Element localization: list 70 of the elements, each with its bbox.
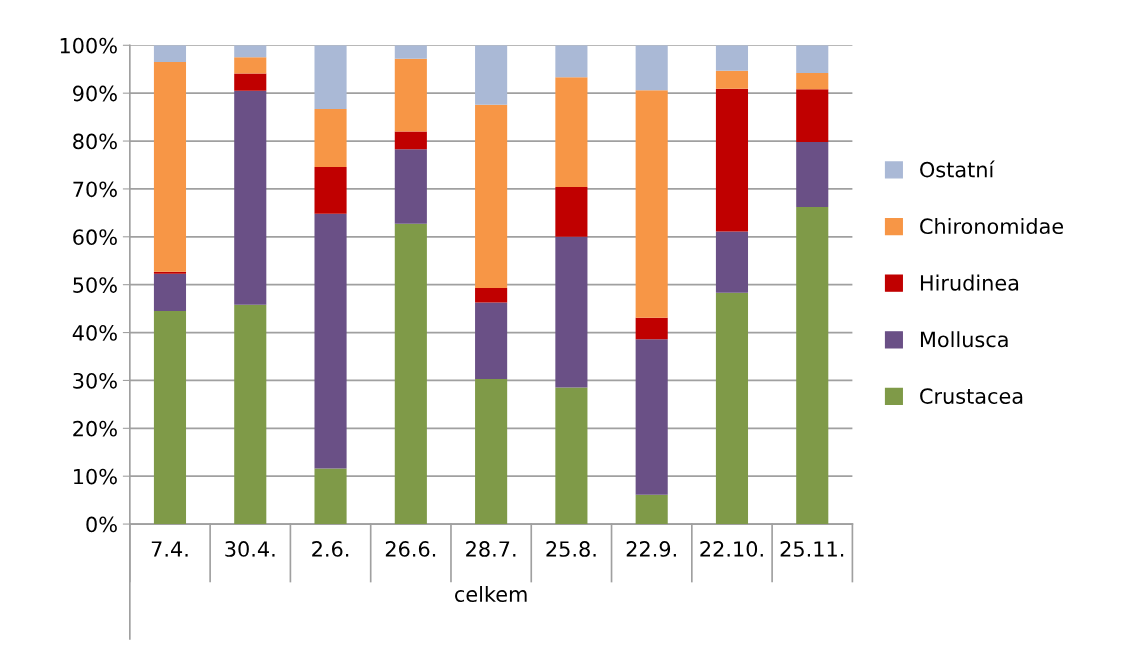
bar — [796, 45, 829, 74]
bar — [234, 90, 267, 305]
bar — [635, 339, 668, 495]
bar — [635, 317, 668, 340]
bar — [796, 89, 829, 142]
x-tick-label: 26.6. — [385, 541, 436, 557]
x-tick-label: 7.4. — [151, 541, 188, 557]
bar — [715, 88, 749, 232]
bar — [234, 304, 267, 525]
x-axis-title: celkem — [455, 585, 527, 603]
bar — [555, 45, 588, 78]
y-tick-label: 20% — [73, 420, 117, 437]
bar — [475, 379, 508, 525]
bar — [234, 73, 267, 91]
bar — [394, 58, 427, 132]
bar — [234, 45, 267, 58]
y-tick-label: 70% — [73, 181, 117, 198]
bar — [796, 73, 829, 90]
bar — [555, 77, 588, 188]
x-tick-label: 28.7. — [466, 541, 516, 557]
legend-label: Crustacea — [920, 388, 1023, 404]
bar — [314, 213, 347, 469]
bar — [394, 131, 427, 150]
bar — [796, 142, 829, 208]
bar — [475, 288, 508, 303]
bar — [153, 311, 187, 525]
y-tick-label: 50% — [73, 277, 117, 293]
bar — [635, 494, 668, 525]
bar — [314, 166, 347, 214]
bar — [234, 57, 267, 74]
x-tick-label: 2.6. — [312, 541, 349, 557]
y-tick-label: 30% — [73, 372, 117, 389]
bar — [715, 70, 749, 89]
bar — [555, 236, 588, 388]
bar — [153, 62, 187, 272]
bar — [394, 149, 427, 224]
bar — [314, 108, 347, 167]
bar — [394, 45, 427, 59]
bar — [715, 45, 749, 71]
y-tick-label: 90% — [73, 85, 117, 102]
y-tick-label: 100% — [60, 37, 117, 54]
legend-label: Ostatní — [920, 160, 995, 178]
x-tick-label: 22.10. — [700, 541, 763, 557]
bar — [314, 468, 347, 525]
bar — [394, 223, 427, 525]
bar — [555, 187, 588, 237]
y-tick-label: 80% — [73, 133, 117, 150]
x-tick-label: 25.8. — [546, 541, 596, 557]
bar — [715, 231, 749, 293]
bar — [635, 45, 668, 91]
y-tick-label: 40% — [72, 325, 117, 341]
bar — [475, 45, 508, 105]
x-tick-label: 22.9. — [626, 541, 676, 557]
bar — [475, 104, 508, 289]
legend-label: Mollusca — [920, 331, 1008, 348]
y-tick-label: 10% — [74, 468, 117, 485]
bar — [314, 45, 347, 109]
y-tick-label: 60% — [73, 229, 117, 246]
bar — [153, 45, 187, 63]
legend-label: Chironomidae — [920, 217, 1064, 235]
bar — [153, 273, 187, 312]
bar — [635, 90, 668, 318]
bar — [796, 207, 829, 525]
x-tick-label: 25.11. — [780, 541, 844, 557]
legend-label: Hirudinea — [920, 274, 1019, 291]
bar — [555, 387, 588, 525]
x-tick-label: 30.4. — [225, 541, 275, 557]
bar — [715, 292, 749, 525]
bar — [475, 302, 508, 379]
y-tick-label: 0% — [86, 516, 117, 533]
